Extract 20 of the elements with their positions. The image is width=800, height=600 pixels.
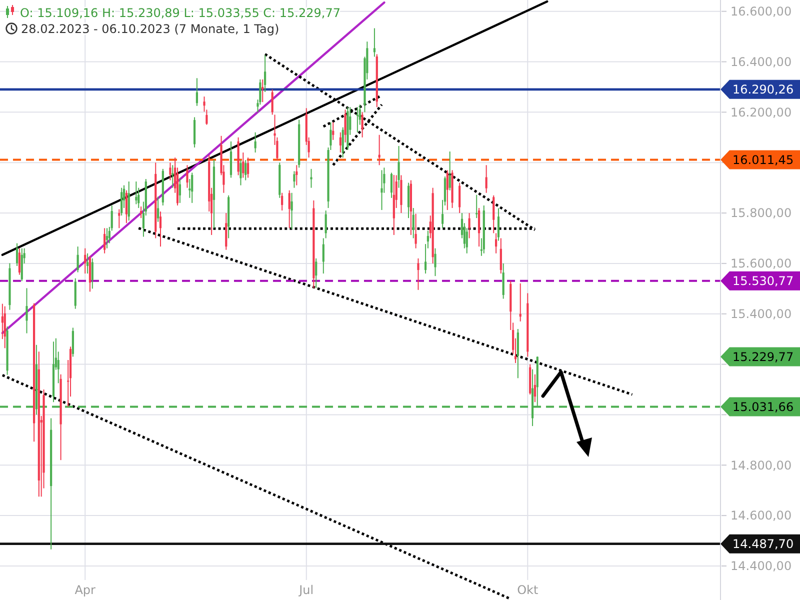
y-tick-label: 15.800,00 <box>730 206 792 220</box>
ref-line-label: 15.031,66 <box>732 400 794 414</box>
ref-line-label: 15.530,77 <box>732 274 794 288</box>
x-tick-label: Apr <box>74 583 96 597</box>
y-tick-label: 16.600,00 <box>730 4 792 19</box>
text: 28.02.2023 - 06.10.2023 (7 Monate, 1 Tag) <box>21 22 280 36</box>
ref-line-label: 14.487,70 <box>732 537 794 552</box>
y-tick-label: 14.600,00 <box>730 508 792 523</box>
x-tick-label: Okt <box>517 583 538 597</box>
y-tick-label: 16.200,00 <box>730 105 792 120</box>
x-tick-label: Jul <box>298 583 314 597</box>
y-tick-label: 15.600,00 <box>730 256 792 271</box>
ref-line-label: 16.011,45 <box>732 152 794 167</box>
annotation: 15.229,77 <box>732 350 794 364</box>
y-tick-label: 14.800,00 <box>730 458 792 472</box>
text: O: 15.109,16 H: 15.230,89 L: 15.033,55 C: 15.229,77 <box>20 6 340 20</box>
ref-line-label: 16.290,26 <box>732 82 794 97</box>
y-tick-label: 14.400,00 <box>730 559 792 574</box>
y-tick-label: 15.400,00 <box>730 307 792 322</box>
y-tick-label: 16.400,00 <box>730 54 792 69</box>
